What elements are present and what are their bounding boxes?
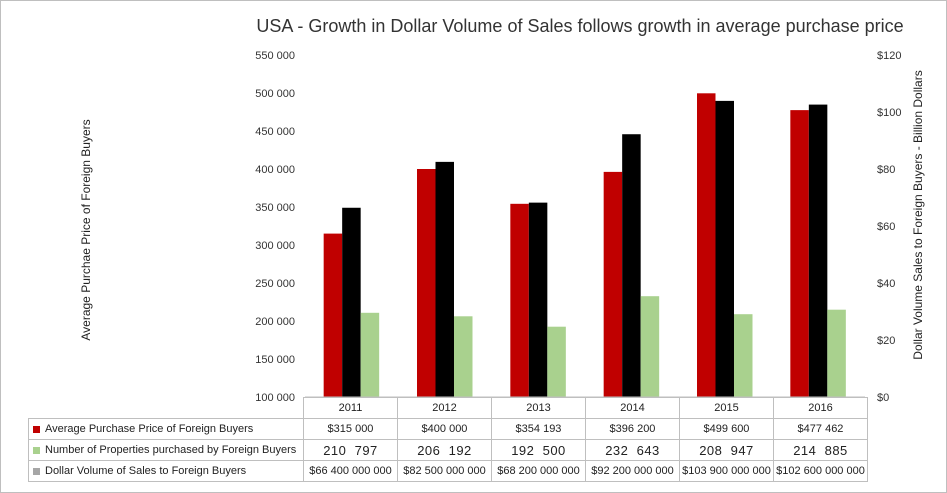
chart-title: USA - Growth in Dollar Volume of Sales f… (256, 16, 904, 36)
legend-swatch (33, 467, 40, 475)
table-cell: $477 462 (773, 418, 868, 440)
table-cell: 208 947 (679, 439, 774, 461)
series-name: Dollar Volume of Sales to Foreign Buyers (45, 465, 247, 477)
year-header: 2011 (303, 397, 398, 419)
left-tick-label: 450 000 (255, 126, 295, 138)
bar-2 (435, 161, 454, 397)
table-cell: 232 643 (585, 439, 680, 461)
table-cell: $315 000 (303, 418, 398, 440)
series-name: Average Purchase Price of Foreign Buyers (45, 423, 254, 435)
left-tick-label: 300 000 (255, 240, 295, 252)
data-table: 2011 2012 2013 2014 2015 2016 Average Purchas… (28, 397, 868, 482)
right-tick-label: $80 (877, 164, 895, 176)
table-cell: 214 885 (773, 439, 868, 461)
series-label: Average Purchase Price of Foreign Buyers (28, 418, 304, 440)
legend-swatch (33, 425, 40, 433)
bar-3 (454, 316, 473, 397)
bar-1 (417, 169, 436, 397)
bar-2 (808, 104, 828, 397)
table-row: Dollar Volume of Sales to Foreign Buyers… (28, 460, 868, 482)
year-header: 2012 (397, 397, 492, 419)
bar-2 (528, 202, 548, 397)
year-header: 2014 (585, 397, 680, 419)
left-tick-label: 550 000 (255, 50, 295, 62)
table-cell: $66 400 000 000 (303, 460, 398, 482)
bar-3 (547, 326, 566, 397)
bar-3 (640, 296, 660, 397)
bar-2 (342, 207, 361, 397)
year-header: 2013 (491, 397, 586, 419)
left-tick-label: 350 000 (255, 202, 295, 214)
bar-1 (790, 110, 809, 398)
legend-swatch (33, 446, 40, 454)
right-tick-label: $120 (877, 50, 901, 62)
right-tick-label: $100 (877, 107, 901, 119)
bar-1 (323, 233, 343, 397)
series-name: Number of Properties purchased by Foreig… (45, 444, 297, 456)
left-tick-label: 250 000 (255, 278, 295, 290)
left-tick-label: 150 000 (255, 354, 295, 366)
year-header: 2016 (773, 397, 868, 419)
table-row: Average Purchase Price of Foreign Buyers… (28, 418, 868, 440)
bar-3 (734, 314, 753, 397)
table-cell: 206 192 (397, 439, 492, 461)
left-tick-label: 400 000 (255, 164, 295, 176)
left-tick-label: 200 000 (255, 316, 295, 328)
left-tick-label: 500 000 (255, 88, 295, 100)
table-cell: $102 600 000 000 (773, 460, 868, 482)
right-tick-label: $40 (877, 278, 895, 290)
series-label: Number of Properties purchased by Foreig… (28, 439, 304, 461)
series-label: Dollar Volume of Sales to Foreign Buyers (28, 460, 304, 482)
table-cell: $68 200 000 000 (491, 460, 586, 482)
bar-1 (603, 171, 623, 397)
table-cell: $82 500 000 000 (397, 460, 492, 482)
right-tick-label: $60 (877, 221, 895, 233)
table-cell: $396 200 (585, 418, 680, 440)
bar-1 (697, 93, 716, 397)
table-cell: $92 200 000 000 (585, 460, 680, 482)
table-cell: 192 500 (491, 439, 586, 461)
bar-3 (360, 312, 380, 397)
table-cell: $354 193 (491, 418, 586, 440)
data-table-header-row: 2011 2012 2013 2014 2015 2016 (28, 397, 868, 419)
table-cell: $499 600 (679, 418, 774, 440)
bar-1 (510, 203, 529, 397)
table-cell: $400 000 (397, 418, 492, 440)
bar-3 (827, 309, 846, 397)
right-tick-label: $20 (877, 335, 895, 347)
data-table-corner (28, 397, 304, 419)
year-header: 2015 (679, 397, 774, 419)
right-tick-label: $0 (877, 392, 889, 404)
table-cell: $103 900 000 000 (679, 460, 774, 482)
table-row: Number of Properties purchased by Foreig… (28, 439, 868, 461)
bar-2 (715, 100, 734, 397)
table-cell: 210 797 (303, 439, 398, 461)
bar-2 (622, 134, 641, 398)
